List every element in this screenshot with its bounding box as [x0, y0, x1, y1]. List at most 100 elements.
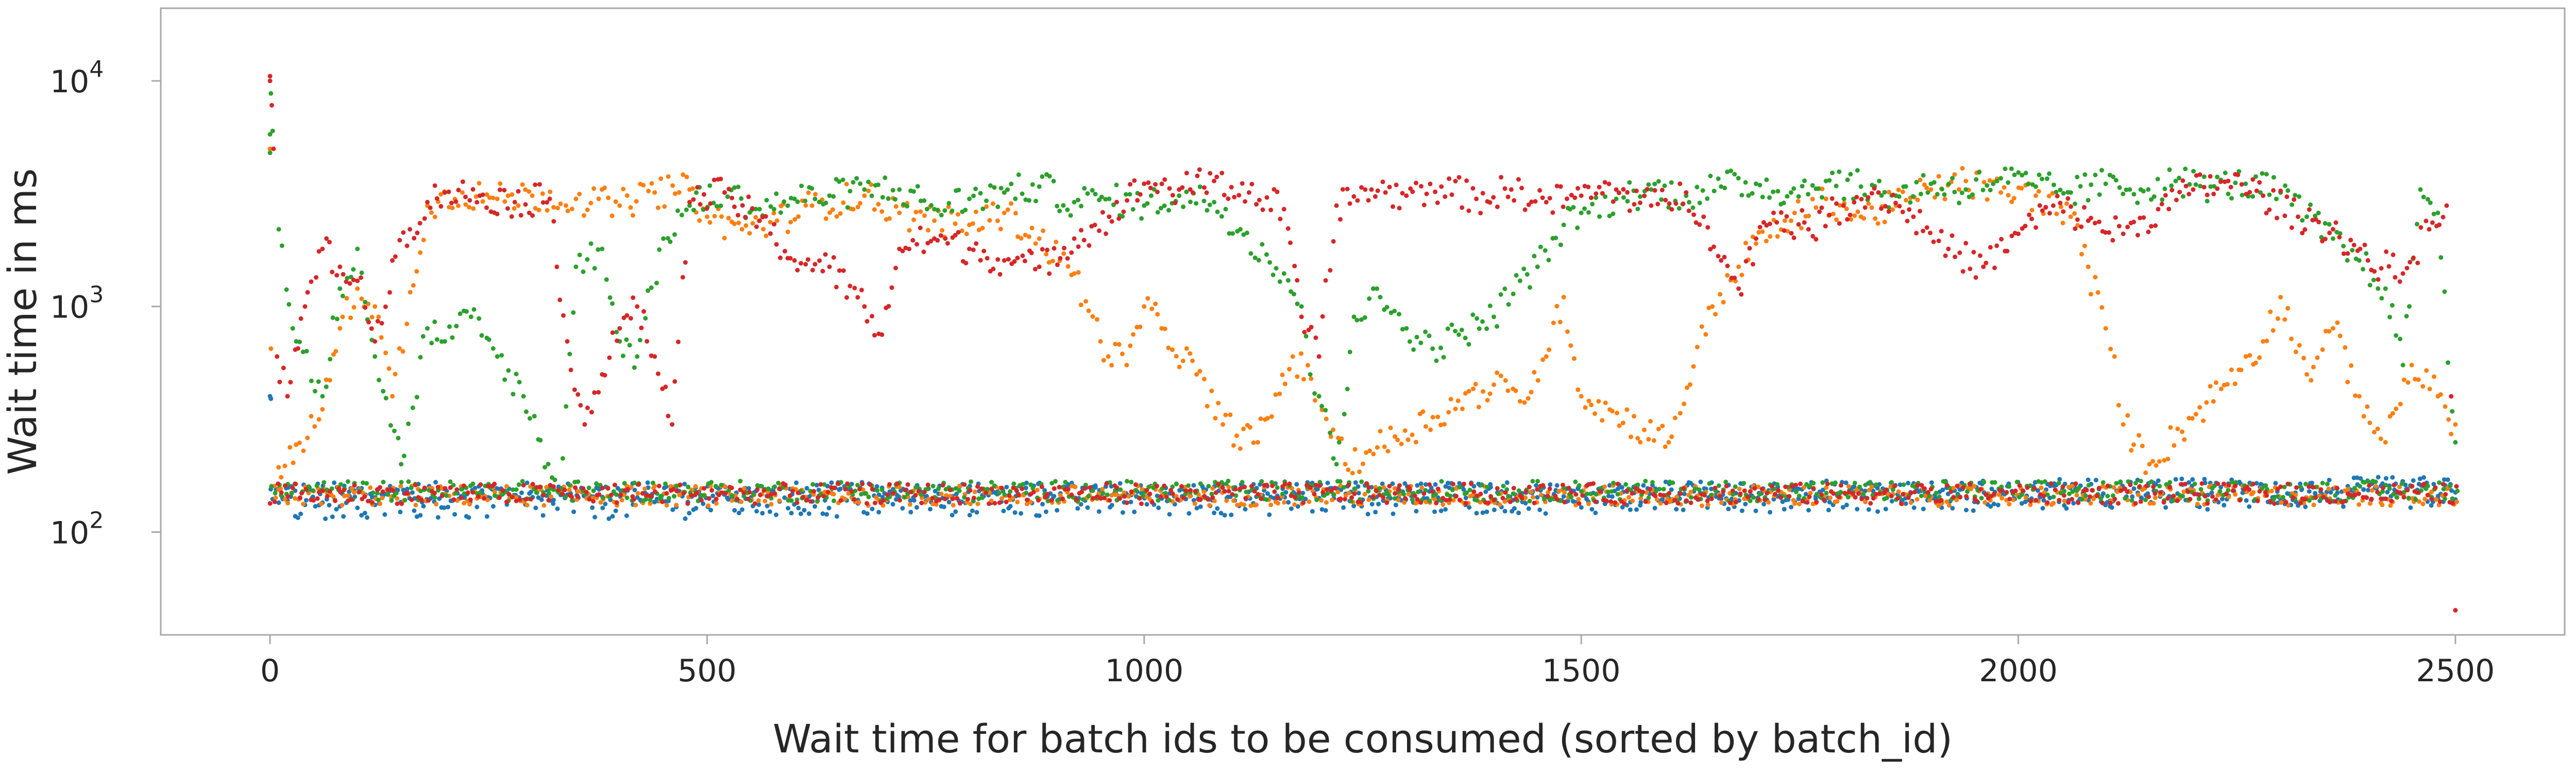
- data-point: [656, 371, 660, 376]
- data-point: [344, 296, 349, 301]
- baseline-point: [755, 487, 760, 492]
- baseline-point: [730, 498, 735, 503]
- baseline-point: [975, 484, 980, 489]
- baseline-point: [1463, 500, 1468, 506]
- data-point: [1151, 187, 1157, 192]
- data-point: [1841, 203, 1846, 208]
- data-point: [1238, 227, 1243, 232]
- baseline-point: [1359, 479, 1364, 484]
- data-point: [1810, 233, 1816, 239]
- data-point: [1383, 190, 1388, 195]
- data-point: [333, 349, 338, 354]
- baseline-point: [677, 492, 682, 497]
- data-point: [2016, 231, 2021, 237]
- data-point: [1806, 192, 1810, 197]
- data-point: [2235, 172, 2241, 177]
- data-point: [1896, 194, 1902, 199]
- data-point: [719, 214, 724, 219]
- baseline-point: [2406, 495, 2411, 500]
- data-point: [344, 279, 349, 284]
- data-point: [746, 194, 751, 199]
- data-point: [359, 513, 364, 518]
- data-point: [499, 353, 504, 358]
- baseline-point: [375, 491, 380, 496]
- data-point: [1170, 193, 1175, 198]
- baseline-point: [2282, 484, 2287, 490]
- baseline-point: [482, 496, 487, 501]
- data-point: [2177, 190, 2182, 195]
- data-point: [2438, 392, 2443, 397]
- baseline-point: [719, 490, 724, 495]
- data-point: [464, 309, 469, 314]
- data-point: [1328, 430, 1333, 435]
- data-point: [1313, 398, 1317, 403]
- baseline-point: [885, 492, 890, 497]
- data-point: [1543, 248, 1548, 253]
- data-point: [938, 233, 943, 238]
- baseline-point: [1927, 493, 1932, 498]
- data-point: [1355, 198, 1360, 203]
- data-point: [1788, 218, 1793, 223]
- data-point: [2060, 221, 2065, 226]
- data-point: [1065, 207, 1070, 212]
- data-point: [1690, 205, 1696, 210]
- data-point: [2168, 425, 2173, 430]
- data-point: [2278, 295, 2283, 300]
- baseline-point: [1451, 498, 1456, 503]
- baseline-point: [1002, 492, 1007, 497]
- x-tick-label: 0: [260, 653, 280, 689]
- data-point: [990, 201, 995, 206]
- baseline-point: [1566, 485, 1571, 491]
- baseline-point: [584, 490, 589, 495]
- baseline-point: [828, 485, 834, 490]
- data-point: [1756, 230, 1761, 235]
- data-point: [1529, 199, 1534, 205]
- baseline-point: [677, 482, 683, 488]
- data-point: [1433, 189, 1438, 194]
- data-point: [974, 241, 979, 246]
- data-point: [2075, 223, 2080, 228]
- data-point: [487, 195, 492, 200]
- baseline-point: [1198, 481, 1203, 486]
- data-point: [1214, 174, 1219, 179]
- data-point: [865, 511, 870, 516]
- baseline-point: [1861, 492, 1866, 497]
- data-point: [2011, 196, 2016, 201]
- data-point: [2267, 207, 2272, 212]
- data-point: [1561, 494, 1566, 499]
- baseline-point: [368, 485, 373, 490]
- data-point: [1708, 247, 1713, 252]
- data-point: [330, 315, 335, 320]
- data-point: [555, 506, 560, 511]
- data-point: [1820, 187, 1825, 192]
- data-point: [1456, 332, 1462, 337]
- baseline-point: [608, 493, 614, 497]
- data-point: [425, 199, 430, 205]
- data-point: [707, 220, 713, 225]
- baseline-point: [1588, 491, 1594, 496]
- data-point: [670, 507, 675, 512]
- baseline-point: [2303, 497, 2308, 502]
- baseline-point: [1292, 502, 1297, 507]
- data-point: [778, 255, 783, 260]
- data-point: [963, 208, 968, 212]
- baseline-point: [2233, 480, 2239, 485]
- baseline-point: [2144, 483, 2149, 489]
- data-point: [1567, 207, 1572, 212]
- data-point: [1524, 272, 1530, 277]
- data-point: [2300, 230, 2305, 236]
- baseline-point: [521, 483, 526, 488]
- data-point: [397, 346, 402, 351]
- data-point: [1802, 220, 1807, 225]
- baseline-point: [1296, 493, 1301, 498]
- baseline-point: [551, 484, 556, 489]
- data-point: [890, 501, 895, 507]
- data-point: [2169, 183, 2174, 188]
- data-point: [1897, 204, 1902, 209]
- baseline-point: [866, 494, 871, 499]
- data-point: [1369, 187, 1374, 192]
- baseline-point: [285, 494, 291, 499]
- data-point: [456, 188, 461, 193]
- data-point: [910, 238, 916, 243]
- data-point: [390, 258, 395, 263]
